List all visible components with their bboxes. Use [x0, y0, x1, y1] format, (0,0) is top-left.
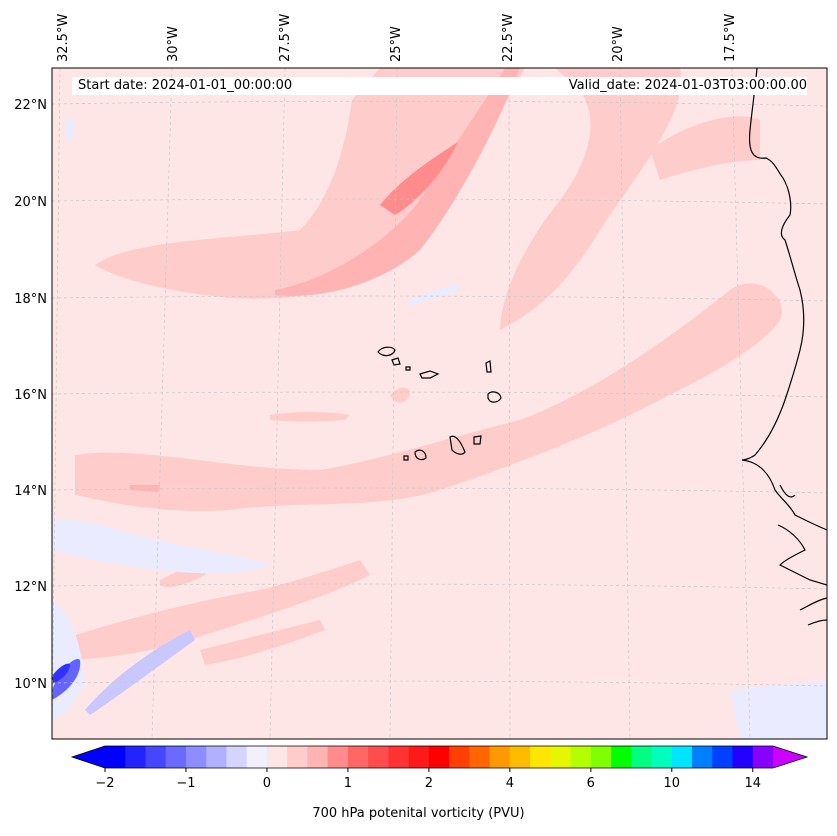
lat-labels: 22°N 20°N 18°N 16°N 14°N 12°N 10°N: [14, 98, 47, 692]
colorbar-segment: [752, 746, 774, 768]
gridlines: [52, 68, 827, 739]
pv-band-south-3: [200, 620, 325, 665]
pv-small-patch-2: [390, 387, 410, 403]
lat-label: 10°N: [14, 677, 47, 692]
lat-label: 20°N: [14, 195, 47, 210]
map-frame: [51, 67, 828, 740]
colorbar-segment: [165, 746, 187, 768]
pv-negative-core-inner: [52, 663, 70, 684]
lon-label: 32.5°W: [56, 14, 71, 62]
colorbar-segment: [449, 746, 470, 768]
colorbar-segment: [185, 746, 207, 768]
colorbar-tick-label: 2: [425, 776, 433, 791]
colorbar-segment: [145, 746, 167, 768]
pv-field: [52, 68, 827, 739]
pv-band-central-core: [130, 485, 160, 492]
lon-label: 27.5°W: [278, 14, 293, 62]
pv-negative-core: [52, 659, 81, 700]
island-santiago: [449, 435, 466, 455]
lat-label: 22°N: [14, 98, 47, 113]
island-fogo: [414, 449, 427, 461]
island-santo-antao: [377, 346, 396, 357]
colorbar-segment: [287, 746, 308, 768]
colorbar-segment: [125, 746, 146, 768]
colorbar-segment: [671, 746, 693, 768]
lat-label: 14°N: [14, 484, 47, 499]
lon-label: 30°W: [166, 26, 181, 62]
lon-label: 22.5°W: [501, 14, 516, 62]
island-sal: [485, 360, 492, 373]
lon-label: 17.5°W: [723, 14, 738, 62]
valid-date-label: Valid_date: 2024-01-03T03:00:00.00: [317, 77, 807, 95]
map: 32.5°W 30°W 27.5°W 25°W 22.5°W 20°W 17.5…: [14, 14, 828, 740]
lon-labels: 32.5°W 30°W 27.5°W 25°W 22.5°W 20°W 17.5…: [56, 14, 738, 62]
colorbar-segment: [692, 746, 713, 768]
colorbar-segment: [489, 746, 511, 768]
colorbar-segment: [105, 746, 126, 768]
colorbar-extend-low: [72, 746, 105, 768]
cape-verde-islands: [377, 346, 502, 461]
colorbar-segment: [347, 746, 369, 768]
pv-negative-small: [410, 284, 460, 305]
colorbar-tick-label: 10: [664, 776, 681, 791]
lon-label: 25°W: [389, 26, 404, 62]
colorbar-ticks: −2 −1 0 1 2 4 6 10 14: [95, 768, 761, 791]
colorbar-segment: [732, 746, 754, 768]
pv-streak-north: [95, 68, 525, 299]
pv-band-south: [60, 560, 370, 660]
colorbar-segment: [651, 746, 673, 768]
colorbar-segment: [327, 746, 349, 768]
island-brava: [403, 455, 409, 461]
colorbar-segment: [408, 746, 430, 768]
colorbar-segment: [388, 746, 410, 768]
colorbar-segment: [226, 746, 248, 768]
colorbar-tick-label: 1: [344, 776, 352, 791]
pv-small-patch: [270, 411, 350, 422]
pv-band-northeast: [500, 68, 682, 330]
pv-negative-southeast: [730, 680, 827, 739]
colorbar-tick-label: 14: [744, 776, 761, 791]
pv-negative-band: [52, 519, 270, 574]
colorbar-segment: [368, 746, 389, 768]
colorbar-segment: [530, 746, 551, 768]
island-sao-vicente: [391, 357, 401, 366]
colorbar-segment: [712, 746, 734, 768]
lon-label: 20°W: [611, 26, 626, 62]
colorbar-tick-label: 0: [263, 776, 271, 791]
colorbar-segment: [246, 746, 268, 768]
colorbar-segment: [509, 746, 531, 768]
colorbar-segment: [570, 746, 592, 768]
colorbar-segment: [206, 746, 227, 768]
island-maio: [473, 435, 482, 445]
colorbar-extend-high: [773, 746, 807, 768]
island-sao-nicolau: [419, 370, 440, 379]
pv-patch-coast: [650, 116, 760, 180]
pv-streak-north-max: [380, 142, 458, 215]
colorbar-segment: [428, 746, 450, 768]
colorbar-segment: [266, 746, 288, 768]
colorbar-segment: [631, 746, 653, 768]
start-date-label: Start date: 2024-01-01_00:00:00: [72, 77, 323, 95]
pv-negative-streak: [85, 630, 195, 715]
colorbar-segment: [469, 746, 491, 768]
colorbar: −2 −1 0 1 2 4 6 10 14: [70, 745, 809, 791]
colorbar-label: 700 hPa potenital vorticity (PVU): [312, 806, 525, 821]
colorbar-segments: [70, 745, 809, 769]
colorbar-tick-label: 6: [587, 776, 595, 791]
colorbar-segment: [611, 746, 632, 768]
colorbar-tick-label: −1: [176, 776, 195, 791]
island-santa-luzia: [405, 366, 411, 371]
lat-label: 16°N: [14, 388, 47, 403]
colorbar-tick-label: −2: [95, 776, 114, 791]
colorbar-segment: [307, 746, 329, 768]
colorbar-tick-label: 4: [506, 776, 514, 791]
colorbar-segment: [550, 746, 572, 768]
colorbar-segment: [590, 746, 612, 768]
pv-negative-nw: [65, 120, 75, 140]
lat-label: 12°N: [14, 580, 47, 595]
coastline: [741, 68, 827, 626]
island-boa-vista: [487, 391, 502, 403]
lat-label: 18°N: [14, 292, 47, 307]
